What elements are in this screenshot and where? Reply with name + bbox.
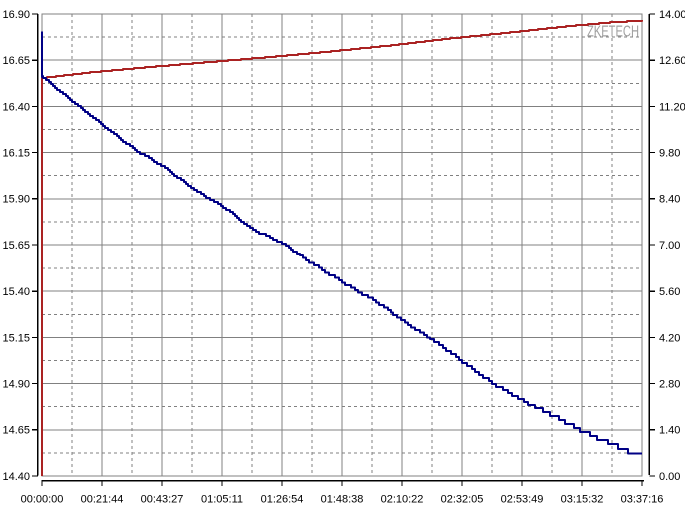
svg-text:03:37:16: 03:37:16 <box>621 494 664 506</box>
svg-text:01:05:11: 01:05:11 <box>201 494 243 506</box>
svg-text:00:21:44: 00:21:44 <box>81 494 124 506</box>
svg-text:8.40: 8.40 <box>659 194 680 206</box>
svg-text:14.65: 14.65 <box>2 425 30 437</box>
svg-text:15.90: 15.90 <box>2 194 30 206</box>
svg-text:0.00: 0.00 <box>659 471 680 483</box>
svg-text:11.20: 11.20 <box>659 101 685 113</box>
svg-text:16.15: 16.15 <box>2 148 30 160</box>
svg-text:ZKETECH: ZKETECH <box>587 24 639 41</box>
svg-text:1.40: 1.40 <box>659 425 680 437</box>
svg-text:5.60: 5.60 <box>659 286 680 298</box>
svg-text:12.60: 12.60 <box>659 55 685 67</box>
svg-text:03:15:32: 03:15:32 <box>561 494 604 506</box>
svg-text:9.80: 9.80 <box>659 148 680 160</box>
svg-text:16.40: 16.40 <box>2 101 30 113</box>
svg-text:02:53:49: 02:53:49 <box>501 494 544 506</box>
svg-text:2.80: 2.80 <box>659 379 680 391</box>
svg-text:02:32:05: 02:32:05 <box>441 494 484 506</box>
svg-text:00:00:00: 00:00:00 <box>21 494 64 506</box>
svg-text:15.15: 15.15 <box>2 332 30 344</box>
svg-text:14.90: 14.90 <box>2 379 30 391</box>
svg-text:14.40: 14.40 <box>2 471 30 483</box>
svg-text:01:26:54: 01:26:54 <box>261 494 304 506</box>
svg-text:16.90: 16.90 <box>2 9 30 21</box>
svg-text:7.00: 7.00 <box>659 240 680 252</box>
svg-text:15.65: 15.65 <box>2 240 30 252</box>
svg-text:15.40: 15.40 <box>2 286 30 298</box>
svg-text:02:10:22: 02:10:22 <box>381 494 424 506</box>
svg-text:16.65: 16.65 <box>2 55 30 67</box>
svg-text:14.00: 14.00 <box>659 9 685 21</box>
svg-text:00:43:27: 00:43:27 <box>141 494 184 506</box>
svg-text:4.20: 4.20 <box>659 332 680 344</box>
svg-text:01:48:38: 01:48:38 <box>321 494 364 506</box>
